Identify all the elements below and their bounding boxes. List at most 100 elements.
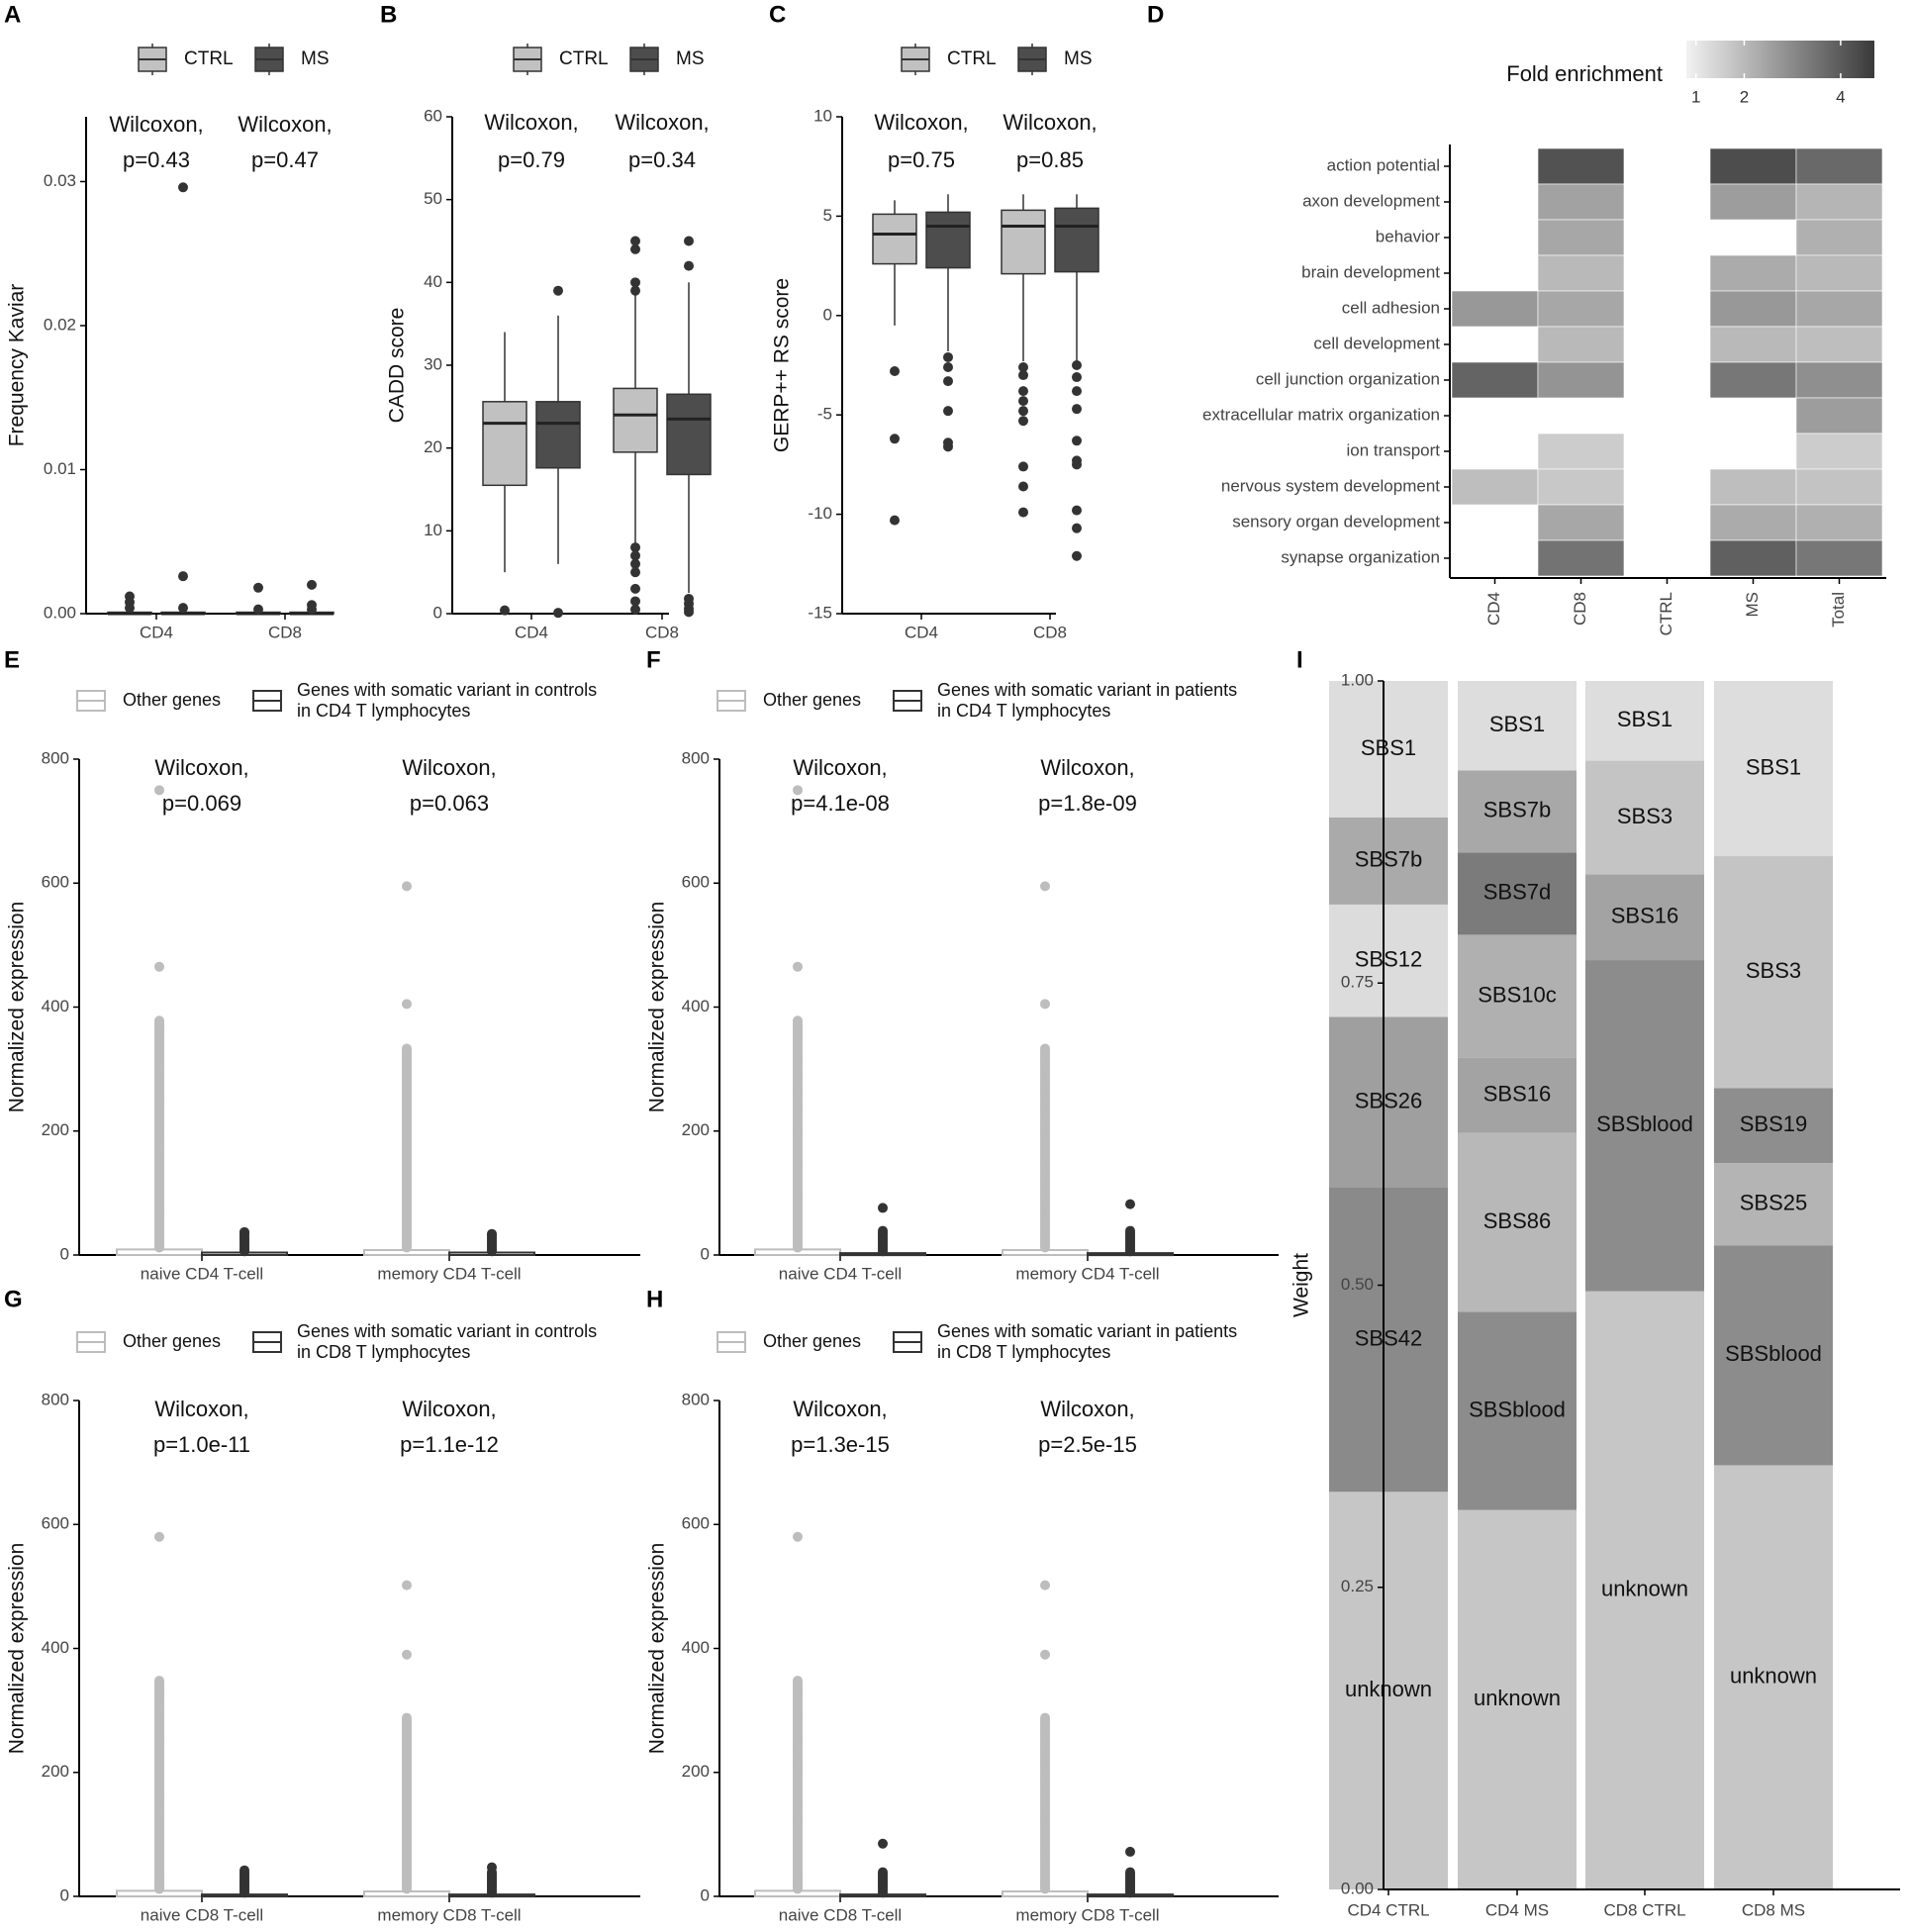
outlier-point [307, 579, 317, 590]
y-tick-label: 30 [424, 354, 442, 373]
outlier-point [553, 608, 563, 619]
wilcoxon-label: Wilcoxon, [402, 1397, 496, 1421]
y-tick-label: 200 [42, 1120, 69, 1139]
legend-label-line: in CD4 T lymphocytes [937, 701, 1110, 721]
y-tick-label: 800 [682, 748, 710, 767]
y-tick-label: 0.00 [1341, 1879, 1374, 1897]
outlier-point [943, 351, 953, 362]
y-tick-label: 0.50 [1341, 1275, 1374, 1294]
wilcoxon-label: Wilcoxon, [1003, 110, 1097, 135]
outlier-point [943, 441, 953, 452]
outlier-point [630, 277, 640, 288]
wilcoxon-label: Wilcoxon, [109, 112, 203, 137]
box-ctrl [872, 213, 917, 265]
row-label: synapse organization [1281, 547, 1440, 566]
p-value-label: p=0.75 [888, 147, 955, 172]
box-ms [666, 393, 712, 476]
legend-label: Other genes [763, 690, 861, 710]
outlier-point [402, 1580, 412, 1591]
y-tick-label: 10 [813, 106, 832, 125]
box-ms [535, 401, 581, 469]
outlier-point [630, 550, 640, 561]
outlier-point [553, 285, 563, 296]
y-tick-label: -5 [817, 405, 832, 424]
y-tick-label: 20 [424, 437, 442, 456]
outlier-point [1018, 362, 1028, 373]
legend-gradient-bar [1686, 41, 1874, 78]
y-tick-label: 10 [424, 521, 442, 539]
bar-segment [1714, 681, 1833, 857]
outlier-point [1040, 1043, 1050, 1054]
wilcoxon-label: Wilcoxon, [154, 1397, 248, 1421]
y-tick-label: 0 [701, 1885, 710, 1904]
heatmap-cell [1537, 433, 1625, 470]
column-label: CD4 [1484, 592, 1503, 626]
heatmap-cell [1537, 504, 1625, 541]
outlier-point [154, 785, 164, 796]
heatmap-cell [1537, 326, 1625, 363]
row-label: sensory organ development [1232, 512, 1440, 531]
y-axis-label: Normalized expression [646, 1543, 669, 1755]
outlier-point [1040, 999, 1050, 1010]
outlier-point [253, 604, 263, 615]
panel-f: 0 200 400 600 800 Normalized expression naive … [646, 680, 1279, 1283]
bar-segment [1458, 1132, 1577, 1312]
p-value-label: p=1.3e-15 [791, 1432, 890, 1457]
panel-h: 0 200 400 600 800 Normalized expression naive … [646, 1321, 1279, 1924]
row-label: brain development [1301, 262, 1440, 281]
row-label: ion transport [1347, 440, 1441, 459]
x-tick-label: memory CD8 T-cell [1015, 1905, 1159, 1924]
segment-label: SBS26 [1355, 1088, 1423, 1112]
segment-label: unknown [1730, 1664, 1817, 1689]
bar-segment [1458, 770, 1577, 853]
y-tick-label: 0.02 [44, 315, 76, 334]
panel-e: 0 200 400 600 800 Normalized expression naive … [6, 680, 640, 1283]
wilcoxon-label: Wilcoxon, [484, 110, 578, 135]
segment-label: unknown [1474, 1686, 1561, 1710]
outlier-point [402, 1043, 412, 1054]
heatmap-cell [1795, 254, 1883, 292]
bar-segment [1714, 1245, 1833, 1466]
x-tick-label: memory CD8 T-cell [377, 1905, 521, 1924]
x-tick-label: CD8 CTRL [1603, 1900, 1685, 1919]
y-tick-label: 0 [60, 1885, 69, 1904]
wilcoxon-label: Wilcoxon, [1040, 755, 1134, 780]
y-tick-label: 0 [60, 1244, 69, 1263]
y-tick-label: 5 [823, 206, 832, 225]
y-tick-label: 600 [682, 873, 710, 892]
outlier-point [890, 434, 900, 444]
column-label: CTRL [1657, 592, 1675, 635]
outlier-point [1018, 507, 1028, 518]
y-axis-label: CADD score [386, 308, 409, 424]
outlier-point [1072, 360, 1082, 370]
row-label: nervous system development [1221, 476, 1440, 495]
outlier-point [630, 604, 640, 615]
legend-label-line: Genes with somatic variant in patients [937, 680, 1237, 700]
y-tick-label: 1.00 [1341, 670, 1374, 689]
segment-label: unknown [1601, 1577, 1688, 1601]
y-tick-label: 200 [682, 1120, 710, 1139]
y-tick-label: 400 [42, 997, 69, 1015]
outlier-point [178, 182, 188, 193]
outlier-point [630, 285, 640, 296]
outlier-point [178, 571, 188, 582]
x-tick-label: CD4 [515, 623, 548, 641]
segment-label: SBS16 [1611, 904, 1679, 928]
segment-label: SBS12 [1355, 946, 1423, 971]
heatmap-cell [1709, 504, 1797, 541]
y-axis-label: Weight [1290, 1253, 1313, 1317]
outlier-point [154, 1015, 164, 1026]
y-tick-label: 600 [42, 1514, 69, 1533]
segment-label: SBS1 [1617, 707, 1672, 731]
legend-label: MS [1064, 48, 1093, 69]
heatmap-cell [1709, 254, 1797, 292]
bar-segment [1329, 681, 1448, 818]
y-tick-label: 40 [424, 272, 442, 291]
x-tick-label: CD8 [645, 623, 679, 641]
outlier-point [402, 1712, 412, 1723]
p-value-label: p=2.5e-15 [1038, 1432, 1137, 1457]
outlier-point [1040, 1580, 1050, 1591]
y-tick-label: 60 [424, 106, 442, 125]
y-axis-label: Normalized expression [6, 1543, 29, 1755]
legend-label-line: Genes with somatic variant in controls [297, 680, 597, 700]
